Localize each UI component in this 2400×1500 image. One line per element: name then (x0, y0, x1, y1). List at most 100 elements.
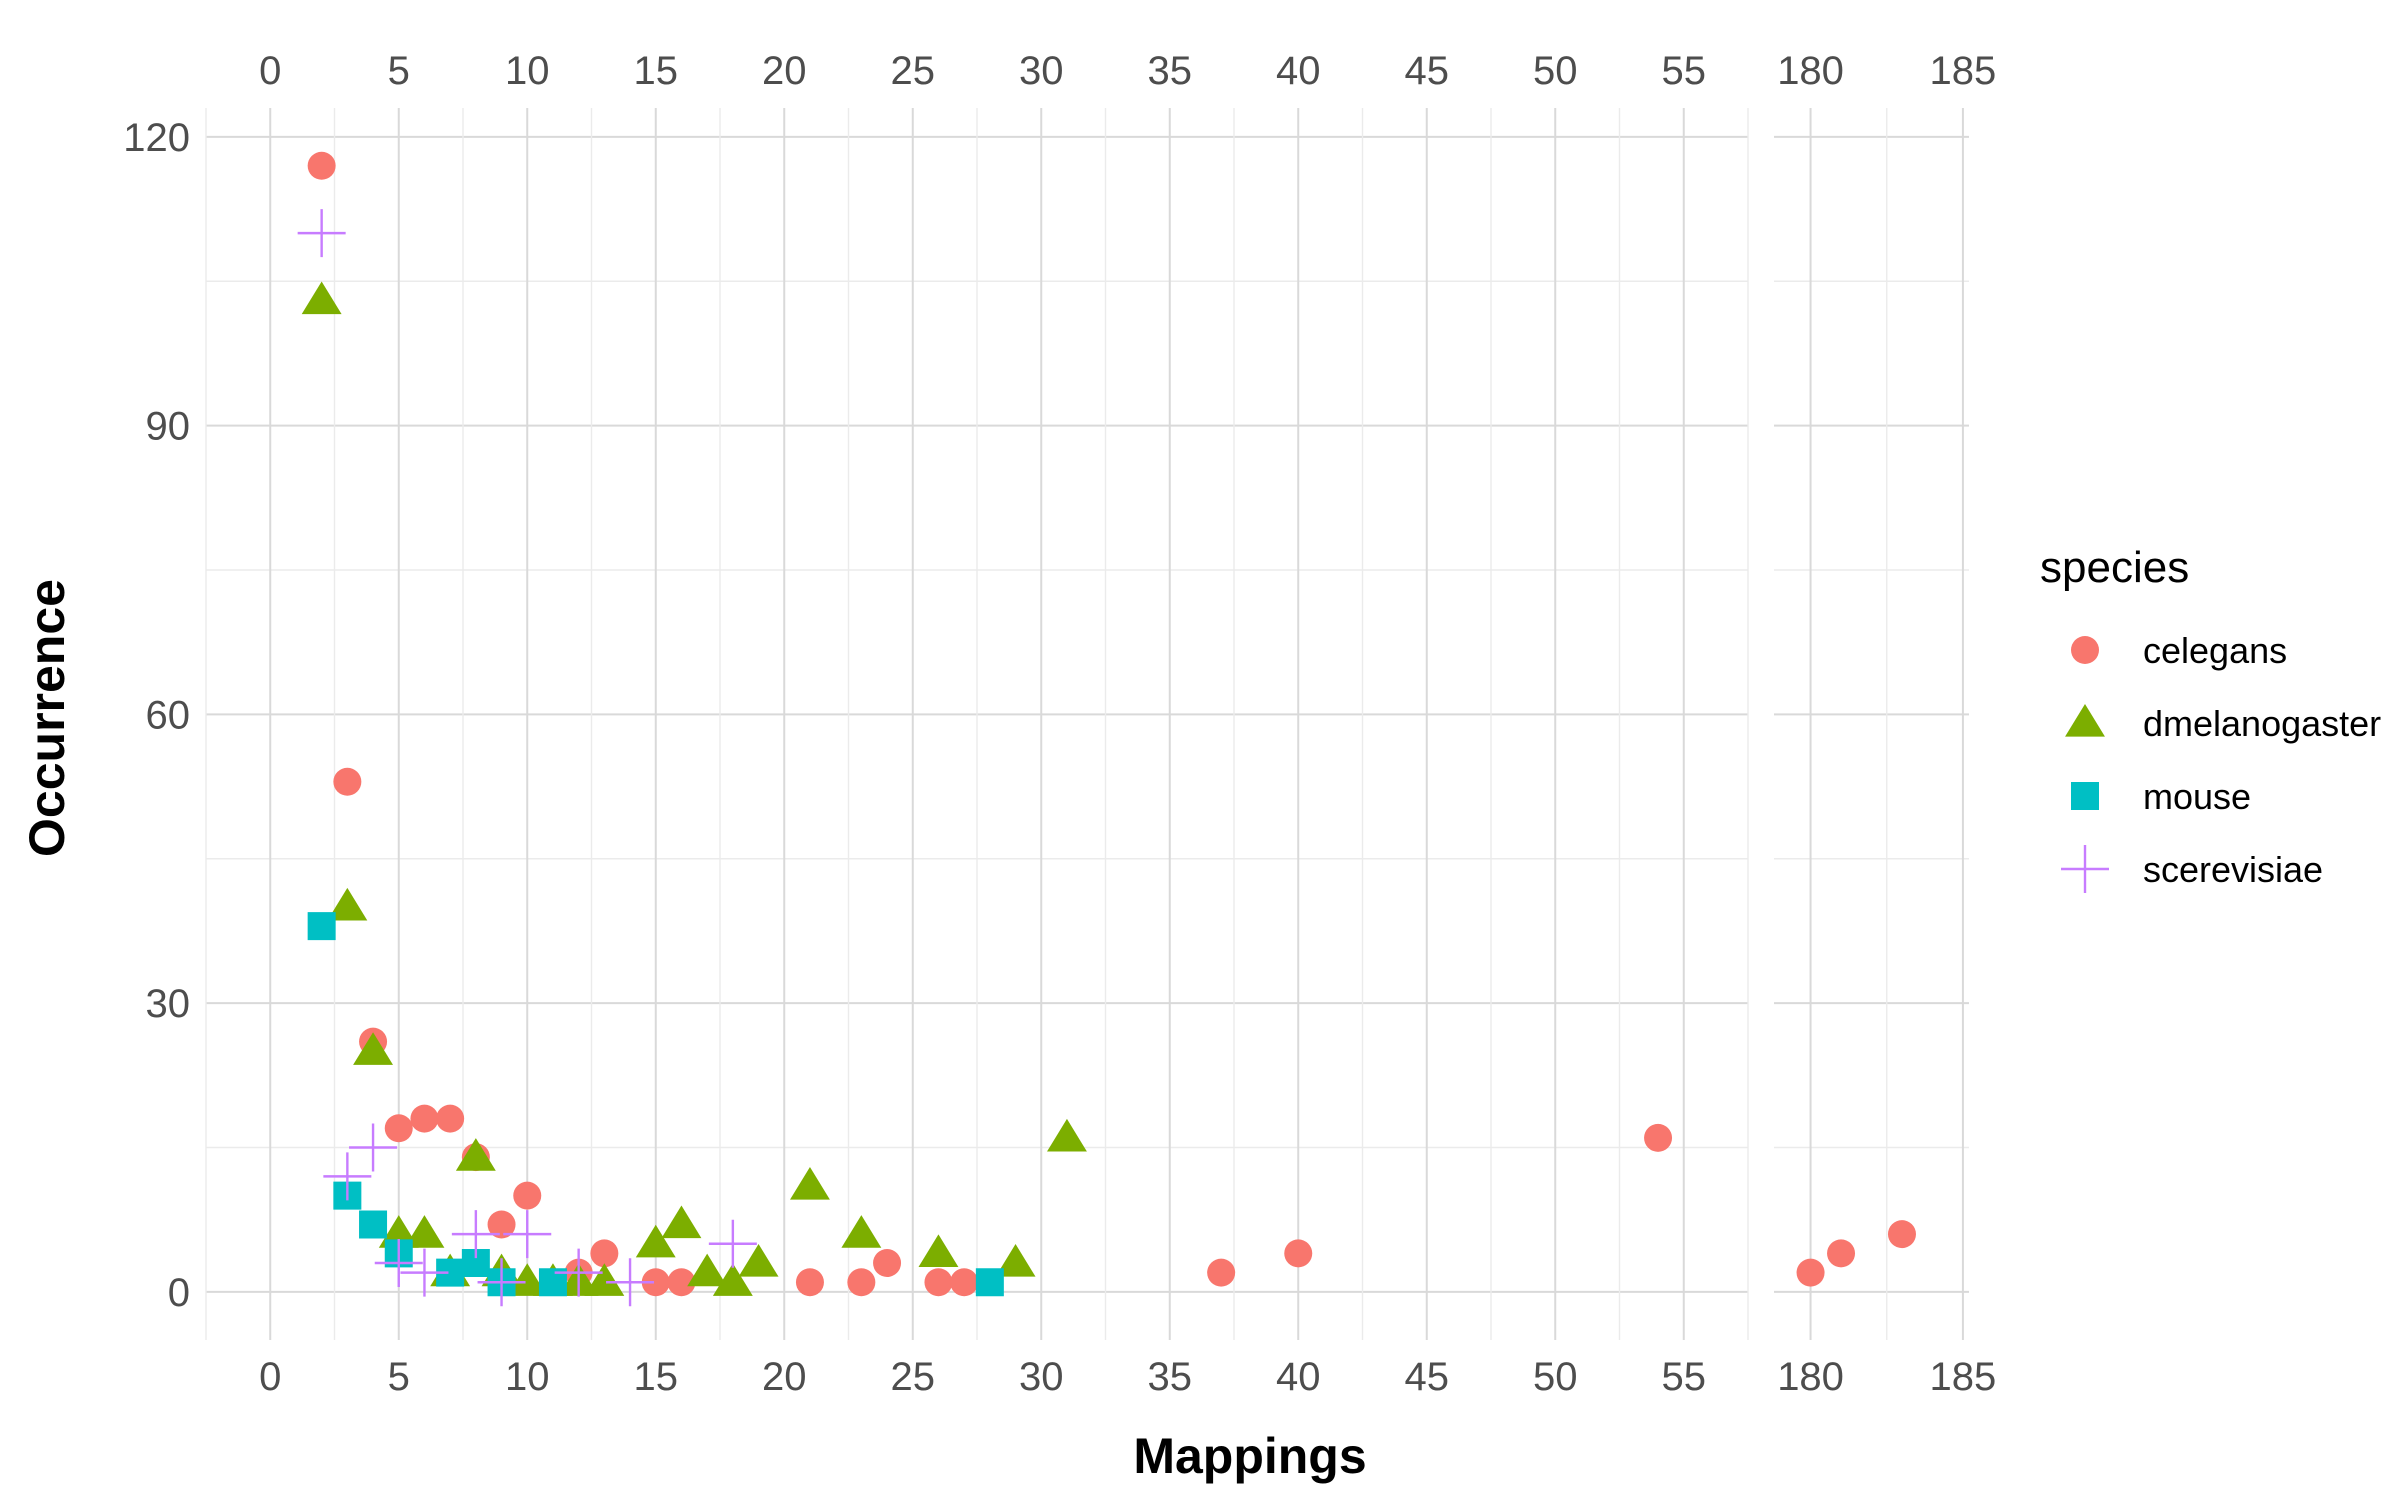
x-tick-label-bottom: 40 (1276, 1355, 1321, 1399)
data-point (374, 1239, 423, 1287)
x-tick-label-bottom: 30 (1019, 1355, 1064, 1399)
series-scerevisiae (297, 209, 757, 1307)
data-point (1207, 1258, 1236, 1287)
data-point (507, 1263, 548, 1296)
legend-key (2061, 845, 2109, 893)
data-point (1047, 1118, 1087, 1152)
data-point (924, 1268, 953, 1297)
data-point (1827, 1239, 1856, 1268)
x-tick-label-bottom: 5 (388, 1355, 410, 1399)
legend-label: dmelanogaster (2143, 703, 2381, 744)
x-tick-label-top: 185 (1930, 49, 1997, 93)
legend-item-dmelanogaster: dmelanogaster (2065, 703, 2381, 744)
x-tick-label-bottom: 180 (1777, 1355, 1844, 1399)
data-point (1796, 1258, 1825, 1287)
data-point (353, 1032, 393, 1065)
data-point (297, 209, 346, 258)
x-tick-label-bottom: 10 (505, 1355, 550, 1399)
y-tick-label: 30 (146, 982, 191, 1026)
x-tick-label-top: 40 (1276, 49, 1321, 93)
series-dmelanogaster (301, 281, 1087, 1296)
data-point (349, 1123, 398, 1172)
y-tick-label: 120 (123, 116, 190, 160)
series-celegans (307, 151, 1916, 1297)
y-axis-title: Occurrence (19, 579, 75, 857)
data-point (790, 1167, 830, 1200)
data-point (359, 1210, 388, 1239)
x-tick-label-bottom: 15 (634, 1355, 679, 1399)
data-point (687, 1253, 728, 1287)
legend-label: celegans (2143, 630, 2287, 671)
x-tick-label-top: 180 (1777, 49, 1844, 93)
data-point (436, 1104, 465, 1133)
data-point (641, 1268, 670, 1297)
data-point (477, 1258, 526, 1307)
data-point (995, 1244, 1036, 1277)
x-tick-label-top: 55 (1662, 49, 1707, 93)
data-point (918, 1234, 959, 1268)
x-tick-label-bottom: 25 (891, 1355, 936, 1399)
data-point (975, 1268, 1004, 1297)
x-axis-title: Mappings (1133, 1428, 1366, 1484)
data-point (301, 281, 342, 315)
y-tick-label: 60 (146, 693, 191, 737)
data-point (307, 912, 336, 941)
data-point (1887, 1220, 1916, 1249)
data-point (738, 1244, 779, 1277)
data-point (503, 1210, 552, 1259)
data-point (606, 1258, 655, 1307)
data-point (1284, 1239, 1313, 1268)
legend-item-scerevisiae: scerevisiae (2061, 845, 2323, 893)
tick-labels: 0055101015152020252530303535404045455050… (123, 49, 1996, 1399)
data-point (635, 1224, 676, 1258)
x-tick-label-bottom: 35 (1148, 1355, 1193, 1399)
legend-items: celegans dmelanogaster mouse scerevisiae (2061, 630, 2381, 893)
data-point (661, 1205, 702, 1239)
x-tick-label-top: 25 (891, 49, 936, 93)
legend-label: mouse (2143, 776, 2251, 817)
data-point (487, 1210, 516, 1239)
data-point (451, 1210, 500, 1259)
x-tick-label-top: 0 (259, 49, 281, 93)
data-point (384, 1114, 413, 1143)
x-tick-label-top: 50 (1533, 49, 1578, 93)
data-point (841, 1215, 882, 1248)
data-point (708, 1219, 757, 1268)
data-point (327, 887, 368, 921)
x-tick-label-bottom: 20 (762, 1355, 807, 1399)
legend-item-celegans: celegans (2071, 630, 2287, 671)
data-points (297, 151, 1916, 1307)
data-point (1644, 1123, 1673, 1152)
legend: species celegans dmelanogaster mouse scerev… (2040, 543, 2381, 893)
data-point (404, 1215, 445, 1248)
legend-label: scerevisiae (2143, 849, 2323, 890)
x-tick-label-top: 35 (1148, 49, 1193, 93)
x-tick-label-bottom: 50 (1533, 1355, 1578, 1399)
data-point (307, 151, 336, 180)
data-point (410, 1104, 439, 1133)
x-tick-label-bottom: 0 (259, 1355, 281, 1399)
data-point (584, 1263, 625, 1296)
x-tick-label-top: 10 (505, 49, 550, 93)
data-point (455, 1138, 496, 1171)
data-point (590, 1239, 619, 1268)
data-point (323, 1152, 372, 1201)
x-tick-label-bottom: 185 (1930, 1355, 1997, 1399)
legend-key (2071, 782, 2099, 810)
x-tick-label-top: 20 (762, 49, 807, 93)
x-tick-label-top: 15 (634, 49, 679, 93)
legend-title: species (2040, 543, 2189, 592)
data-point (667, 1268, 696, 1297)
x-tick-label-top: 5 (388, 49, 410, 93)
x-tick-label-top: 45 (1405, 49, 1450, 93)
grid (205, 108, 1969, 1340)
data-point (847, 1268, 876, 1297)
data-point (513, 1181, 542, 1210)
legend-key (2071, 636, 2099, 664)
x-tick-label-bottom: 55 (1662, 1355, 1707, 1399)
data-point (950, 1268, 979, 1297)
y-tick-label: 0 (168, 1271, 190, 1315)
data-point (333, 767, 362, 796)
data-point (554, 1248, 603, 1297)
